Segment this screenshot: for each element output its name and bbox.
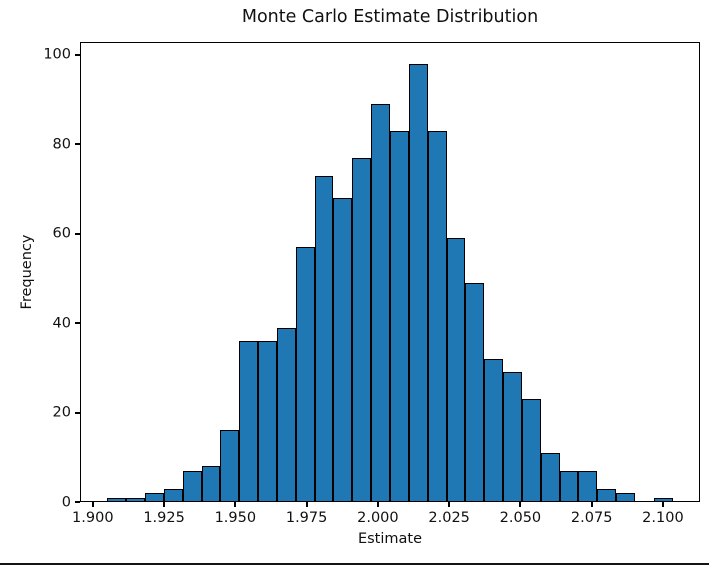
x-tick-label: 1.950	[214, 510, 257, 526]
x-tick-label: 1.975	[285, 510, 328, 526]
y-tick-mark	[75, 411, 80, 414]
y-tick-mark	[75, 501, 80, 503]
x-tick-label: 2.100	[642, 510, 684, 526]
histogram-bar	[295, 247, 315, 502]
histogram-bar	[408, 63, 428, 502]
histogram-bar	[126, 497, 146, 502]
y-tick-label: 100	[43, 46, 71, 63]
histogram-bar	[465, 282, 485, 502]
histogram-bar	[239, 341, 259, 502]
x-tick-mark	[590, 502, 593, 507]
histogram-bar	[446, 238, 466, 502]
histogram-bar	[145, 493, 164, 502]
histogram-bar	[182, 470, 202, 502]
y-tick-label: 80	[52, 136, 71, 153]
x-tick-mark	[448, 502, 451, 507]
x-tick-mark	[163, 502, 166, 507]
x-axis-label: Estimate	[357, 531, 423, 547]
histogram-bar	[258, 341, 277, 502]
histogram-bar	[616, 493, 635, 502]
histogram-bar	[333, 198, 353, 502]
x-tick-mark	[376, 502, 379, 507]
x-tick-label: 2.000	[357, 510, 399, 526]
y-tick-mark	[75, 143, 80, 146]
histogram-bar	[314, 175, 334, 502]
y-tick-mark	[75, 53, 80, 56]
window-bottom-edge	[0, 563, 709, 565]
histogram-bar	[107, 497, 127, 502]
histogram-bar	[163, 488, 183, 502]
histogram-bar	[201, 466, 221, 502]
x-tick-mark	[519, 502, 522, 507]
x-tick-label: 2.050	[499, 510, 542, 526]
y-tick-label: 20	[52, 404, 71, 421]
histogram-bar	[352, 157, 372, 502]
histogram-bar	[371, 104, 390, 502]
x-tick-mark	[234, 502, 237, 507]
histogram-bar	[276, 327, 296, 502]
histogram-bar	[559, 470, 579, 502]
plot-area: 1.900 1.925 1.950 1.975 2.000 2.025 2.050 2.075…	[43, 42, 700, 526]
y-tick-label: 40	[52, 314, 71, 331]
bars-layer	[80, 42, 700, 502]
x-tick-mark	[305, 502, 308, 507]
x-tick-label: 2.075	[570, 510, 613, 526]
y-tick-mark	[75, 232, 80, 235]
histogram-bar	[503, 372, 522, 502]
x-tick-label: 1.925	[143, 510, 185, 526]
x-tick-mark	[661, 502, 664, 507]
chart-title: Monte Carlo Estimate Distribution	[241, 7, 539, 27]
histogram-bar	[427, 130, 447, 502]
histogram-bar	[484, 358, 504, 502]
histogram-bar	[220, 430, 240, 502]
histogram-bar	[390, 130, 409, 502]
histogram-bar	[653, 497, 673, 502]
y-tick-label: 60	[52, 225, 71, 242]
histogram-bar	[597, 488, 617, 502]
y-axis-label: Frequency	[19, 234, 35, 310]
histogram-bar	[521, 399, 541, 502]
histogram-bar	[540, 452, 560, 502]
histogram-bar	[578, 470, 598, 502]
y-tick-mark	[75, 322, 80, 325]
x-tick-label: 1.900	[72, 510, 114, 526]
x-tick-label: 2.025	[428, 510, 470, 526]
x-tick-mark	[91, 502, 94, 507]
y-tick-label: 0	[61, 493, 71, 510]
